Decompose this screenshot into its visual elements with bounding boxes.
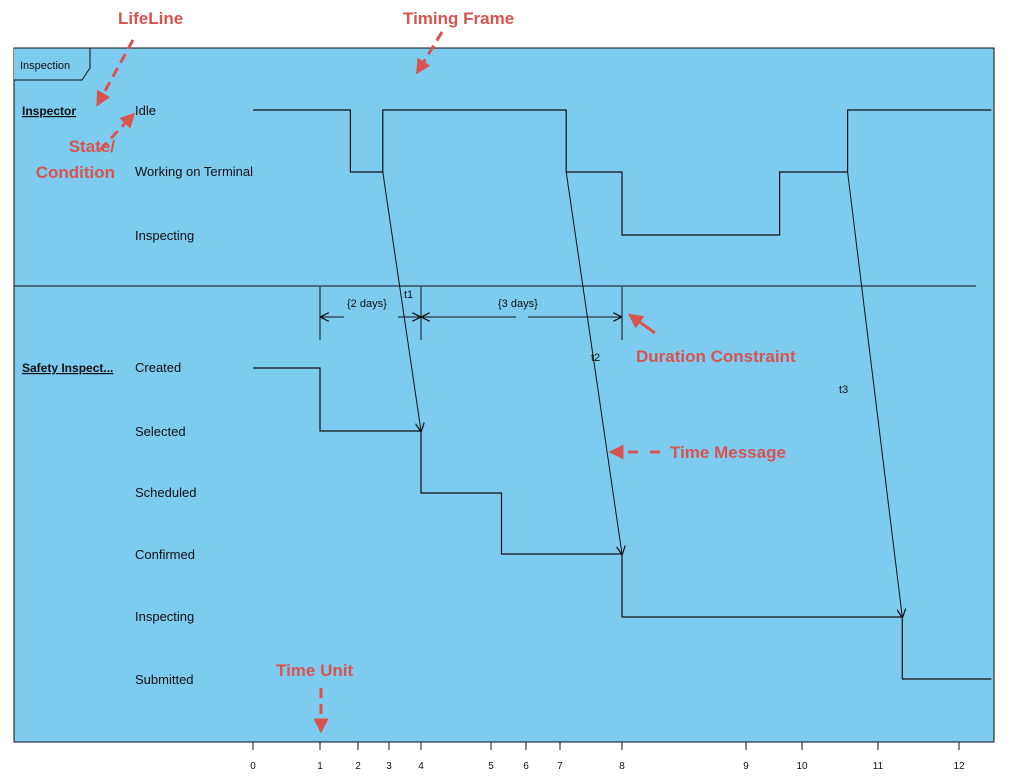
annotation-timing-frame: Timing Frame [403,9,514,28]
state-label-inspecting-safety: Inspecting [135,609,194,624]
duration-constraint-2-days: {2 days} [319,287,422,340]
time-axis-ticks: 0 1 2 3 4 5 6 7 8 9 10 11 12 [250,742,965,772]
time-axis-tick-label: 10 [796,761,808,772]
state-label-confirmed: Confirmed [135,547,195,562]
inspector-state-timeline [253,109,992,236]
state-label-created: Created [135,360,181,375]
annotation-time-unit: Time Unit [276,661,353,680]
time-message-t2 [565,171,622,554]
time-axis-tick-label: 6 [523,761,529,772]
duration-constraint-2-days-label: {2 days} [347,298,387,310]
time-axis-tick-label: 2 [355,761,361,772]
frame-name: Inspection [20,60,70,72]
annotation-state-line1: State/ [69,137,116,156]
state-label-idle: Idle [135,103,156,118]
annotation-state-arrow [98,112,136,152]
state-label-working-on-terminal: Working on Terminal [135,164,253,179]
annotation-duration-constraint: Duration Constraint [636,347,796,366]
state-label-scheduled: Scheduled [135,485,196,500]
time-axis-tick-label: 9 [743,761,749,772]
annotation-lifeline-arrow [96,39,135,107]
time-axis-tick-label: 7 [557,761,563,772]
lifeline-inspector-name: Inspector [22,104,76,118]
safety-inspection-state-timeline [253,367,992,680]
annotation-state-line2: Condition [36,163,115,182]
annotation-lifeline: LifeLine [118,9,183,28]
time-axis-tick-label: 0 [250,761,256,772]
duration-constraint-3-days: {3 days} [422,287,623,340]
time-axis-tick-label: 3 [386,761,392,772]
time-axis-tick-label: 12 [953,761,965,772]
time-axis-tick-label: 5 [488,761,494,772]
annotation-time-message: Time Message [670,443,786,462]
time-axis-tick-label: 8 [619,761,625,772]
state-label-submitted: Submitted [135,672,194,687]
time-axis-tick-label: 11 [873,761,884,772]
time-message-t1 [382,171,421,431]
time-message-t3-label: t3 [839,384,848,396]
time-axis-tick-label: 1 [317,761,323,772]
frame-name-tab [14,47,91,81]
duration-constraint-3-days-label: {3 days} [498,298,538,310]
time-message-t3 [847,171,903,617]
annotation-timing-frame-arrow [416,31,444,75]
annotation-duration-arrow [627,313,656,335]
timing-frame [13,47,995,743]
time-message-t2-label: t2 [591,352,600,364]
lifeline-safety-inspection-name: Safety Inspect... [22,361,113,375]
state-label-selected: Selected [135,424,186,439]
time-axis-tick-label: 4 [418,761,424,772]
time-message-t1-label: t1 [404,289,413,301]
state-label-inspecting: Inspecting [135,228,194,243]
